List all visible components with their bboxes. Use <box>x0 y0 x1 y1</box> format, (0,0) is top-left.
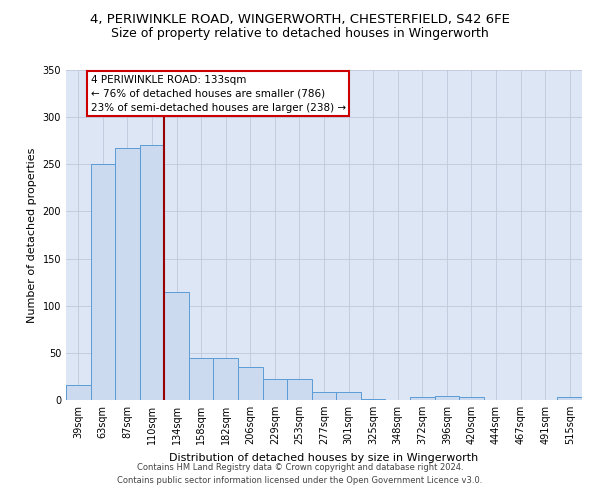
Y-axis label: Number of detached properties: Number of detached properties <box>27 148 37 322</box>
Bar <box>459 397 484 400</box>
Text: Size of property relative to detached houses in Wingerworth: Size of property relative to detached ho… <box>111 28 489 40</box>
Bar <box>115 148 140 400</box>
Bar <box>140 146 164 400</box>
Bar <box>238 367 263 400</box>
Bar <box>336 392 361 400</box>
Bar <box>66 385 91 400</box>
Text: 4 PERIWINKLE ROAD: 133sqm
← 76% of detached houses are smaller (786)
23% of semi: 4 PERIWINKLE ROAD: 133sqm ← 76% of detac… <box>91 74 346 112</box>
Bar <box>287 380 312 400</box>
Bar <box>164 292 189 400</box>
Bar <box>312 392 336 400</box>
Bar <box>410 397 434 400</box>
Bar <box>434 396 459 400</box>
Bar <box>263 380 287 400</box>
Bar <box>189 358 214 400</box>
Bar <box>361 399 385 400</box>
Bar <box>91 164 115 400</box>
Text: Contains HM Land Registry data © Crown copyright and database right 2024.
Contai: Contains HM Land Registry data © Crown c… <box>118 463 482 485</box>
Text: 4, PERIWINKLE ROAD, WINGERWORTH, CHESTERFIELD, S42 6FE: 4, PERIWINKLE ROAD, WINGERWORTH, CHESTER… <box>90 12 510 26</box>
Bar <box>557 397 582 400</box>
X-axis label: Distribution of detached houses by size in Wingerworth: Distribution of detached houses by size … <box>169 452 479 462</box>
Bar <box>214 358 238 400</box>
